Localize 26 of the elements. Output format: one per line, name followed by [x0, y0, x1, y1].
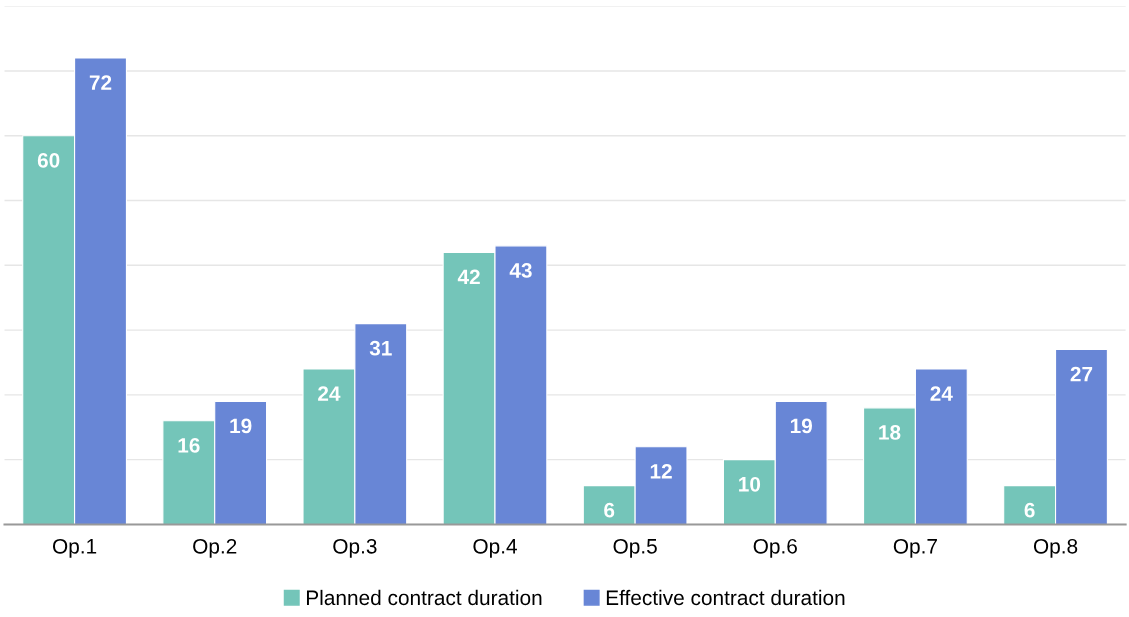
data-label: 16: [178, 438, 200, 453]
x-tick-label: Op.2: [193, 538, 237, 558]
x-tick-label: Op.1: [52, 538, 97, 558]
x-tick-label: Op.6: [753, 538, 797, 558]
data-label: 31: [369, 340, 392, 356]
data-label: 6: [604, 502, 615, 518]
x-tick-label: Op.3: [333, 538, 377, 558]
x-tick-label: Op.8: [1033, 538, 1078, 558]
x-tick-label: Op.7: [893, 538, 937, 558]
data-label: 18: [879, 425, 901, 440]
data-label: 19: [790, 418, 813, 434]
legend-label: Effective contract duration: [606, 589, 845, 606]
data-label: 12: [650, 463, 672, 479]
data-label: 72: [89, 75, 112, 90]
data-label: 24: [318, 386, 341, 401]
data-label: 10: [739, 476, 761, 492]
data-label: 60: [37, 152, 60, 168]
x-tick-label: Op.5: [613, 538, 657, 558]
data-label: 43: [509, 263, 532, 278]
data-label: 27: [1070, 366, 1093, 382]
legend-label: Planned contract duration: [306, 589, 542, 606]
data-label: 42: [457, 269, 480, 285]
x-tick-label: Op.4: [473, 538, 517, 558]
data-label: 6: [1024, 502, 1035, 518]
data-label: 19: [230, 418, 252, 434]
data-label: 24: [930, 386, 953, 401]
